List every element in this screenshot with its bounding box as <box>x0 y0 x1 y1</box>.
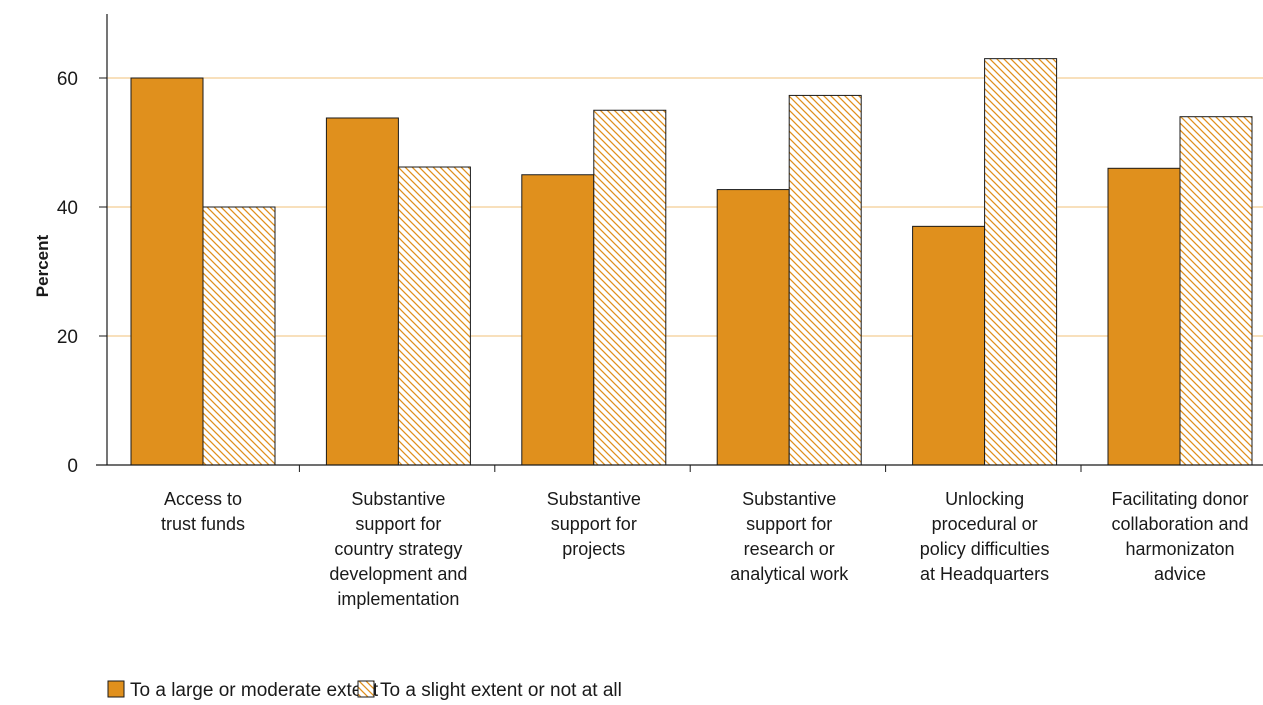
category-label: Access to trust funds <box>161 489 245 534</box>
bar-large-moderate <box>716 189 790 466</box>
category-label-line: projects <box>562 539 625 559</box>
bar-large-moderate <box>912 225 986 466</box>
legend-swatch-large-moderate <box>107 680 125 698</box>
category-label-line: Unlocking <box>945 489 1024 509</box>
bar-slight-none <box>984 58 1058 466</box>
category-label-line: support for <box>746 514 832 534</box>
category-label-line: Substantive <box>351 489 445 509</box>
y-tick-label: 40 <box>57 198 78 219</box>
category-label-line: advice <box>1154 564 1206 584</box>
category-label-line: trust funds <box>161 514 245 534</box>
category-label-line: development and <box>329 564 467 584</box>
y-axis-label: Percent <box>33 234 52 297</box>
category-label: Facilitating donor collaboration and harmo… <box>1111 489 1248 584</box>
category-label-line: implementation <box>337 589 459 609</box>
category-label-line: analytical work <box>730 564 849 584</box>
bar-slight-none <box>202 206 276 466</box>
bar-slight-none <box>397 166 471 466</box>
category-label-line: procedural or <box>932 514 1038 534</box>
bar-large-moderate <box>130 77 204 466</box>
bar-slight-none <box>593 109 667 466</box>
y-tick-label: 60 <box>57 69 78 90</box>
bar-large-moderate <box>325 117 399 466</box>
legend-label: To a large or moderate extent <box>130 680 379 700</box>
category-label-line: research or <box>744 539 835 559</box>
bar-slight-none <box>788 94 862 466</box>
category-label: Unlocking procedural or policy difficultie… <box>920 489 1050 584</box>
y-tick-label: 0 <box>67 456 78 477</box>
category-label-line: harmonizaton <box>1125 539 1234 559</box>
category-label: Substantive support for projects <box>547 489 641 559</box>
legend-label: To a slight extent or not at all <box>380 680 622 700</box>
category-label-line: support for <box>551 514 637 534</box>
y-tick-label: 20 <box>57 327 78 348</box>
category-label-line: collaboration and <box>1111 514 1248 534</box>
bar-large-moderate <box>1107 167 1181 466</box>
category-label-line: country strategy <box>334 539 462 559</box>
category-label-line: Substantive <box>547 489 641 509</box>
category-label-line: Facilitating donor <box>1111 489 1248 509</box>
category-label-line: support for <box>355 514 441 534</box>
category-label-line: at Headquarters <box>920 564 1049 584</box>
bar-slight-none <box>1179 116 1253 466</box>
legend-swatch-slight-none <box>357 680 375 698</box>
category-label-line: Substantive <box>742 489 836 509</box>
bar-large-moderate <box>521 174 595 466</box>
category-label-line: Access to <box>164 489 242 509</box>
category-label: Substantive support for country strategy de… <box>329 489 467 609</box>
category-label: Substantive support for research or analyti… <box>730 489 849 584</box>
category-label-line: policy difficulties <box>920 539 1050 559</box>
